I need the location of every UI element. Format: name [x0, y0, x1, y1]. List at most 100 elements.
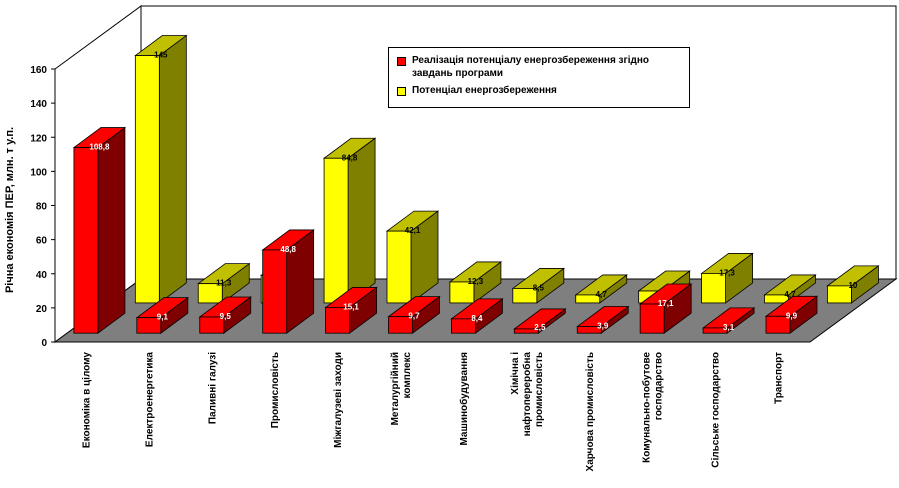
x-tick-label-line: Транспорт	[774, 352, 785, 404]
y-tick-label: 120	[30, 133, 47, 144]
bar-potential-front	[134, 55, 160, 304]
bar-realization: 17,1	[638, 283, 693, 334]
bars: 145108,811,39,116,29,584,848,842,115,112…	[72, 34, 880, 334]
bar-potential-front	[575, 294, 601, 304]
bar-potential-label: 11,3	[216, 279, 232, 288]
y-tick-label: 0	[41, 338, 47, 349]
bar-potential-front	[197, 283, 223, 304]
x-tick-label-line: промисловість	[534, 352, 545, 427]
bar-realization: 9,1	[135, 296, 190, 334]
legend-label-line: завдань програми	[412, 68, 504, 79]
bar-realization-front	[451, 318, 476, 334]
bar-realization-label: 17,1	[658, 299, 674, 308]
bar-potential-label: 4,7	[784, 290, 796, 299]
y-tick-label: 80	[36, 202, 48, 213]
x-tick-label-line: Електроенергетика	[144, 352, 155, 447]
bar-potential: 145	[134, 34, 188, 304]
x-tick-label-line: Міжгалузеві заходи	[333, 352, 344, 448]
legend-swatch-yellow	[397, 87, 406, 96]
bar-potential-front	[386, 230, 412, 304]
bar-potential-label: 42,1	[405, 226, 421, 235]
bar-realization: 3,9	[576, 305, 630, 334]
legend-item-potential: Потенціал енергозбереження	[397, 84, 557, 97]
bar-potential: 4,7	[574, 274, 628, 304]
bar-realization-label: 3,1	[723, 323, 735, 332]
x-tick-label: Металургійнийкомплекс	[390, 352, 413, 426]
bar-realization-label: 9,7	[408, 312, 420, 321]
x-tick-label-line: Паливні галузі	[207, 352, 218, 424]
bar-realization: 2,5	[513, 308, 567, 334]
bar-realization-front	[765, 315, 791, 334]
bar-realization-side	[97, 126, 126, 334]
bar-realization: 3,1	[701, 307, 756, 334]
x-tick-label-line: нафтопереробна	[521, 352, 533, 437]
legend: Реалізація потенціалу енергозбереження з…	[388, 47, 690, 108]
bar-potential-label: 84,8	[342, 153, 358, 162]
bar-realization-front	[388, 316, 413, 334]
x-tick-label: Електроенергетика	[144, 352, 155, 447]
bar-potential-front	[512, 288, 538, 304]
y-tick-label: 60	[36, 236, 48, 247]
bar-realization: 9,9	[764, 295, 819, 334]
bar-potential: 11,3	[197, 262, 251, 304]
bar-realization-front	[513, 328, 539, 334]
x-tick-label: Економіка в цілому	[81, 352, 92, 449]
bar-realization-label: 3,9	[597, 322, 609, 331]
bar-realization-front	[325, 307, 350, 334]
bar-potential-label: 12,3	[468, 277, 484, 286]
bar-potential: 84,8	[322, 137, 377, 304]
bar-realization: 9,5	[198, 296, 252, 334]
bar-potential: 8,5	[511, 267, 566, 304]
bar-realization-label: 15,1	[343, 302, 359, 311]
bar-potential-front	[764, 294, 789, 304]
x-tick-label-line: Економіка в цілому	[81, 352, 92, 449]
bar-realization-front	[702, 327, 728, 334]
bar-potential: 12,3	[448, 261, 503, 304]
x-tick-label-line: Харчова промисловість	[585, 352, 596, 471]
x-tick-label: Харчова промисловість	[585, 352, 596, 471]
bar-realization-label: 48,8	[280, 245, 296, 254]
bar-realization-front	[262, 249, 288, 334]
y-tick-label: 160	[30, 65, 47, 76]
bar-potential-front	[449, 281, 475, 304]
x-axis-labels: Економіка в цілому Електроенергетика Палив…	[81, 352, 784, 472]
bar-realization-label: 8,4	[471, 314, 483, 323]
bar-realization-front	[73, 147, 99, 334]
y-tick-label: 140	[30, 99, 47, 110]
x-tick-label: Машинобудування	[458, 352, 470, 446]
y-tick-label: 40	[36, 270, 48, 281]
x-tick-label: Паливні галузі	[207, 352, 218, 424]
bar-realization-label: 9,9	[786, 311, 798, 320]
bar-potential-front	[323, 157, 349, 304]
x-tick-label-line: Металургійний	[390, 352, 401, 425]
x-tick-label-line: господарство	[654, 352, 665, 420]
x-tick-label: Хімічна інафтопереробнапромисловість	[510, 352, 545, 437]
bar-realization-label: 9,1	[157, 313, 169, 322]
y-tick-label: 100	[30, 167, 47, 178]
bar-realization: 8,4	[450, 298, 504, 334]
x-tick-label-line: Машинобудування	[458, 352, 470, 446]
bar-realization: 15,1	[324, 286, 378, 334]
bar-realization-front	[136, 317, 162, 334]
bar-realization-front	[639, 303, 665, 334]
bar-potential-front	[701, 273, 726, 304]
bar-realization-label: 108,8	[89, 143, 110, 152]
bar-realization-label: 2,5	[534, 323, 546, 332]
bar-potential-label: 8,5	[533, 283, 545, 292]
x-tick-label: Промисловість	[270, 352, 281, 428]
bar-realization-front	[199, 316, 225, 334]
x-tick-label-line: Сільське господарство	[711, 352, 722, 468]
bar-realization-front	[576, 326, 602, 334]
x-tick-label-line: Хімічна і	[510, 352, 521, 395]
bar-realization: 48,8	[261, 229, 315, 334]
y-axis: 0 20 40 60 80 100 120 140 160	[30, 65, 810, 349]
y-axis-label: Річна економія ПЕР, млн. т у.п.	[4, 127, 16, 293]
x-tick-label: Сільське господарство	[711, 352, 722, 468]
legend-item-realization: Реалізація потенціалу енергозбереження з…	[397, 54, 649, 80]
x-tick-label: Міжгалузеві заходи	[333, 352, 344, 448]
legend-label: Реалізація потенціалу енергозбереження з…	[412, 54, 649, 80]
legend-swatch-red	[397, 57, 406, 66]
bar-potential-label: 145	[154, 51, 168, 60]
x-tick-label: Комунально-побутовегосподарство	[641, 352, 665, 463]
bar-potential-label: 17,3	[719, 268, 735, 277]
